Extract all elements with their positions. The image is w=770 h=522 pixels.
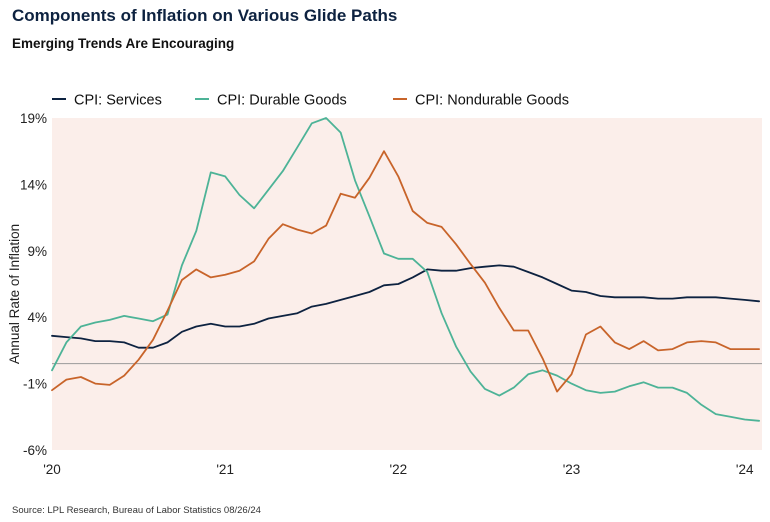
x-tick-label: '22 (390, 462, 408, 477)
legend-label-services: CPI: Services (74, 93, 162, 109)
x-tick-label: '21 (216, 462, 234, 477)
chart-title: Components of Inflation on Various Glide… (12, 6, 398, 25)
y-tick-label: -1% (23, 377, 47, 392)
series-line-services (51, 264, 760, 349)
y-tick-label: -6% (23, 443, 47, 458)
series-lines (51, 117, 760, 422)
y-tick-label: 14% (20, 177, 47, 192)
x-tick-label: '20 (43, 462, 61, 477)
chart-subtitle: Emerging Trends Are Encouraging (12, 36, 235, 51)
x-tick-label: '24 (736, 462, 754, 477)
source-note: Source: LPL Research, Bureau of Labor St… (12, 505, 261, 516)
y-tick-label: 9% (27, 244, 47, 259)
legend: CPI: Services CPI: Durable Goods CPI: Nond… (52, 93, 569, 109)
x-tick-label: '23 (563, 462, 581, 477)
legend-label-durable: CPI: Durable Goods (217, 93, 347, 109)
plot-area (52, 118, 762, 450)
legend-label-nondurable: CPI: Nondurable Goods (415, 93, 569, 109)
y-axis-label: Annual Rate of Inflation (7, 224, 22, 364)
x-axis-ticks: '20 '21 '22 '23 '24 (43, 462, 754, 477)
y-tick-label: 19% (20, 111, 47, 126)
y-axis-ticks: 19% 14% 9% 4% -1% -6% (20, 111, 47, 458)
series-line-nondurable (51, 150, 760, 393)
y-tick-label: 4% (27, 310, 47, 325)
